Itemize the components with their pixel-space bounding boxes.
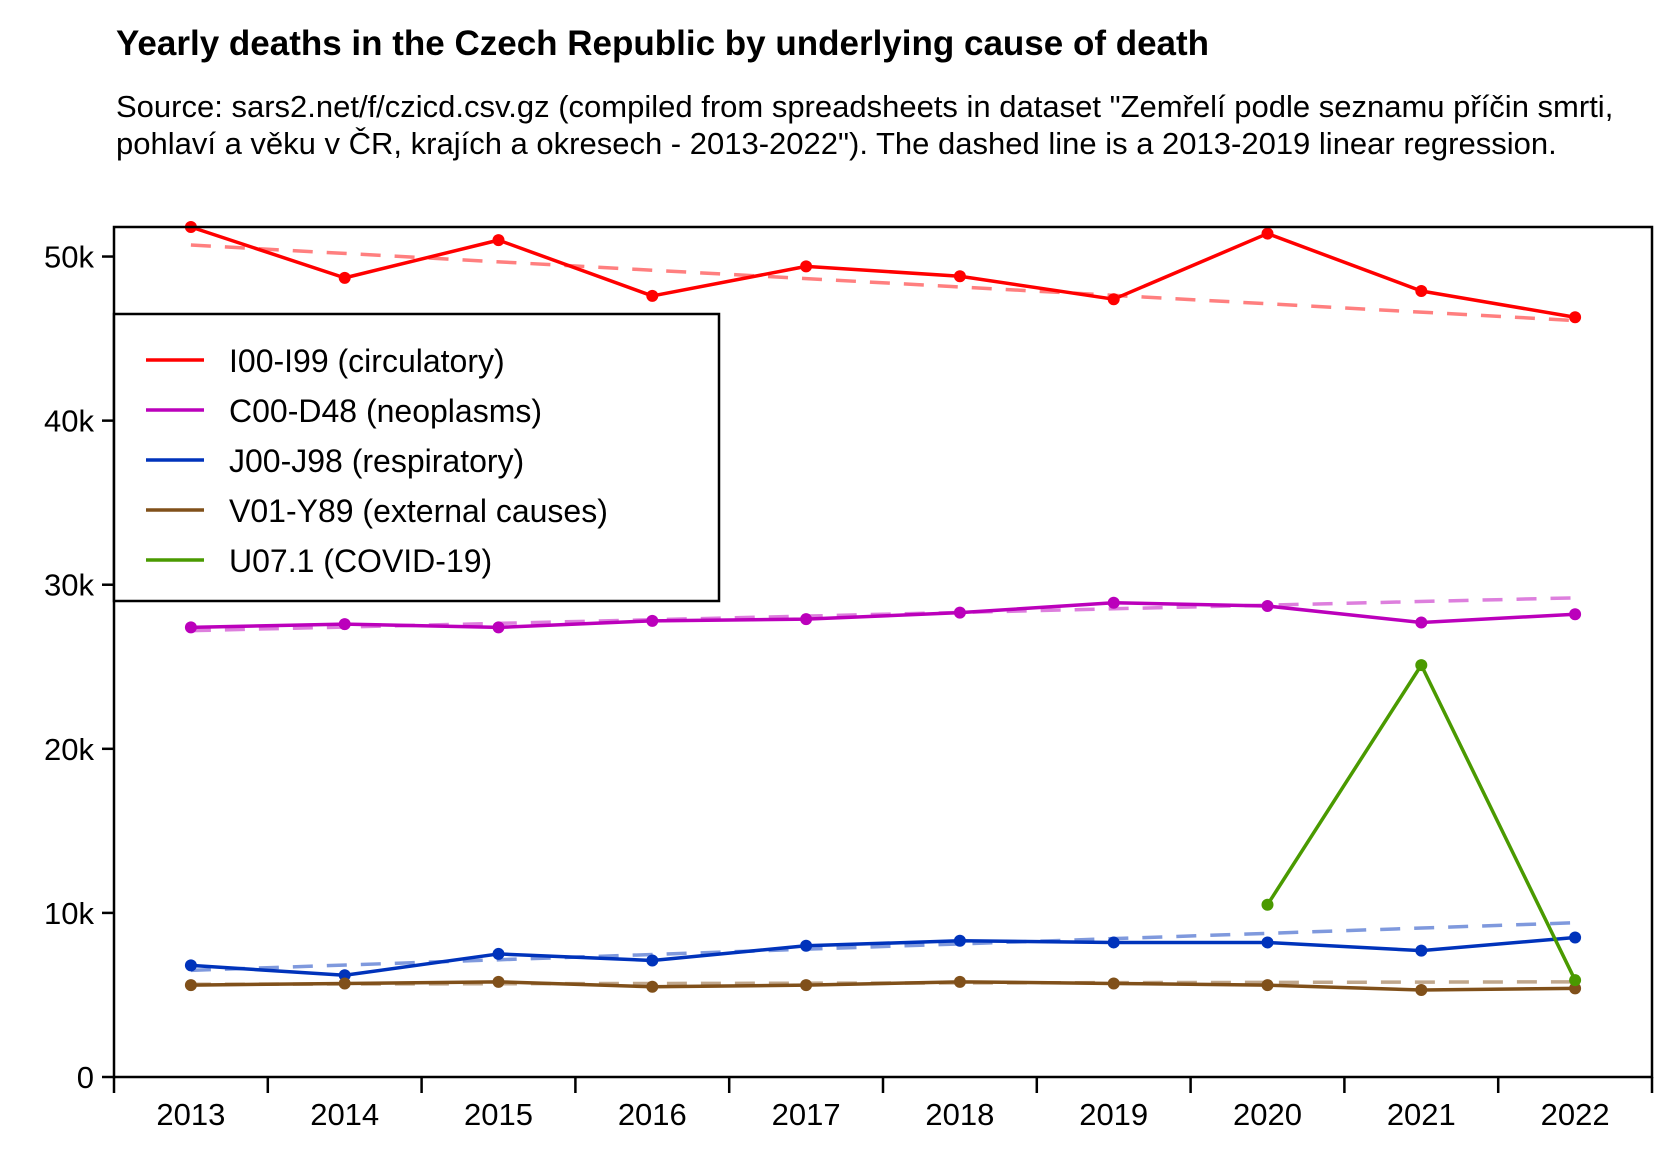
y-tick-label: 30k	[44, 568, 94, 603]
y-tick-label: 40k	[44, 404, 94, 439]
data-point	[184, 621, 197, 634]
data-point	[646, 614, 659, 627]
data-point	[1415, 616, 1428, 629]
legend-label: V01-Y89 (external causes)	[229, 493, 608, 529]
data-point	[800, 260, 813, 273]
legend: I00-I99 (circulatory) C00-D48 (neoplasms)…	[112, 312, 721, 603]
data-point	[1261, 600, 1274, 613]
data-point	[1107, 936, 1120, 949]
data-point	[1569, 974, 1582, 987]
data-point	[1107, 293, 1120, 306]
data-point	[338, 977, 351, 990]
data-point	[1107, 596, 1120, 609]
data-point	[953, 270, 966, 283]
x-tick-label: 2020	[1233, 1097, 1302, 1132]
data-point	[1261, 898, 1274, 911]
data-point	[800, 979, 813, 992]
series-line-2	[190, 935, 1576, 978]
x-tick-label: 2014	[310, 1097, 379, 1132]
data-point	[646, 980, 659, 993]
data-point	[338, 271, 351, 284]
series-line-1	[190, 601, 1576, 630]
chart-title: Yearly deaths in the Czech Republic by u…	[116, 24, 1210, 63]
data-point	[1569, 608, 1582, 621]
data-point	[800, 939, 813, 952]
legend-label: I00-I99 (circulatory)	[229, 343, 505, 379]
data-point	[1569, 311, 1582, 324]
data-point	[492, 621, 505, 634]
chart-subtitle: Source: sars2.net/f/czicd.csv.gz (compil…	[116, 89, 1614, 161]
data-point	[1415, 944, 1428, 957]
x-tick-label: 2019	[1079, 1097, 1148, 1132]
x-tick-label: 2017	[772, 1097, 841, 1132]
data-point	[184, 959, 197, 972]
legend-box	[112, 312, 721, 603]
data-point	[953, 934, 966, 947]
data-point	[184, 979, 197, 992]
series-line-3	[190, 980, 1576, 992]
x-tick-label: 2013	[156, 1097, 225, 1132]
x-tick-label: 2018	[925, 1097, 994, 1132]
data-point	[1569, 931, 1582, 944]
y-tick-label: 10k	[44, 896, 94, 931]
x-tick-label: 2022	[1541, 1097, 1610, 1132]
y-tick-label: 20k	[44, 732, 94, 767]
data-point	[338, 618, 351, 631]
data-point	[1261, 936, 1274, 949]
data-point	[492, 975, 505, 988]
data-point	[1261, 979, 1274, 992]
data-point	[492, 947, 505, 960]
trend-line-0	[190, 243, 1576, 323]
data-point	[1569, 982, 1582, 995]
trend-line-2	[190, 921, 1576, 973]
axes: 0 10k 20k 30k 40k 50k 2013 2014 2015 2016 2017 2018…	[44, 225, 1654, 1132]
data-point	[338, 969, 351, 982]
series-line-0	[190, 225, 1576, 319]
x-tick-label: 2016	[618, 1097, 687, 1132]
data-point	[646, 954, 659, 967]
data-point	[646, 289, 659, 302]
data-point	[1415, 984, 1428, 997]
legend-label: C00-D48 (neoplasms)	[229, 393, 542, 429]
data-point	[953, 606, 966, 619]
data-point	[1107, 977, 1120, 990]
data-point	[1415, 284, 1428, 297]
legend-label: J00-J98 (respiratory)	[229, 443, 524, 479]
data-point	[1415, 659, 1428, 672]
data-point	[492, 234, 505, 247]
y-tick-label: 50k	[44, 240, 94, 275]
data-point	[1261, 227, 1274, 240]
series-points	[184, 221, 1582, 997]
x-tick-label: 2015	[464, 1097, 533, 1132]
y-tick-label: 0	[77, 1060, 94, 1095]
x-tick-label: 2021	[1387, 1097, 1456, 1132]
legend-label: U07.1 (COVID-19)	[229, 543, 492, 579]
data-point	[953, 975, 966, 988]
data-point	[800, 613, 813, 626]
